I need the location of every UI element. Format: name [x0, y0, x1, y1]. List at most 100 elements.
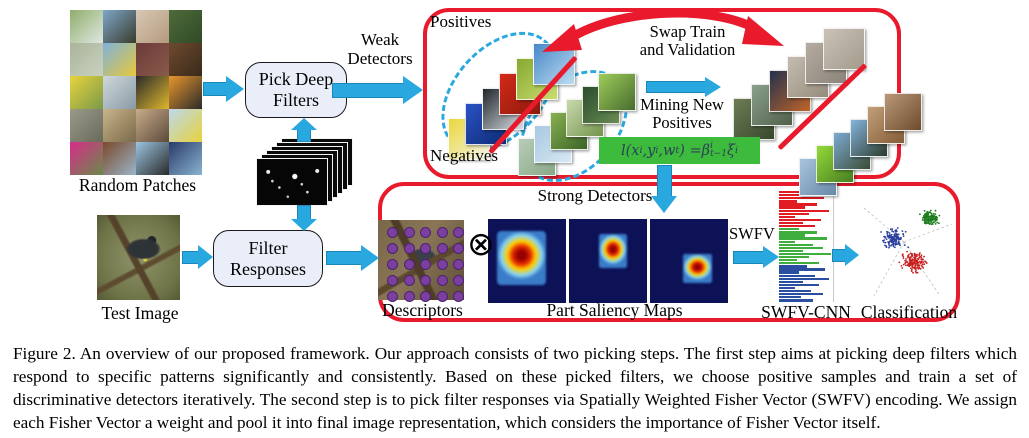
- blue-cluster-point: [888, 232, 891, 234]
- blue-cluster-point: [895, 241, 897, 244]
- red-cluster-point: [914, 255, 917, 258]
- filters-to-pick-arrow-icon: [291, 118, 317, 142]
- swfv-bar: [779, 212, 809, 215]
- elementwise-product-icon: ⊗: [467, 224, 495, 263]
- blue-cluster-point: [907, 246, 910, 249]
- test-image-label: Test Image: [101, 303, 179, 323]
- swfv-label: SWFV: [729, 224, 775, 243]
- descriptor-dot: [403, 227, 415, 238]
- descriptor-dot: [403, 243, 415, 254]
- blue-cluster-point: [897, 240, 900, 243]
- green-cluster-point: [929, 217, 932, 220]
- random-patches-label: Random Patches: [78, 175, 197, 195]
- red-cluster-point: [909, 263, 912, 265]
- swfv-bar: [779, 246, 823, 249]
- green-cluster-point: [921, 219, 924, 221]
- green-cluster-point: [934, 213, 937, 216]
- green-cluster-point: [924, 212, 927, 215]
- red-cluster-point: [902, 253, 904, 256]
- red-cluster-point: [919, 268, 922, 270]
- blue-cluster-point: [892, 245, 895, 248]
- blue-cluster-point: [899, 244, 901, 247]
- red-cluster-point: [915, 254, 917, 256]
- blue-cluster-point: [890, 244, 892, 247]
- random-patches-tile: [169, 109, 202, 142]
- green-cluster-point: [927, 213, 930, 216]
- green-cluster-point: [931, 216, 933, 219]
- red-cluster-point: [900, 265, 903, 267]
- red-cluster-point: [906, 264, 909, 267]
- random-patches-tile: [70, 142, 103, 175]
- red-cluster-point: [906, 250, 908, 253]
- swap-curved-arrow-icon: [542, 8, 784, 52]
- test-to-responses-arrow-icon: [182, 245, 213, 270]
- descriptor-dot: [453, 243, 464, 254]
- saliency-map-2: [569, 219, 647, 303]
- red-cluster-point: [911, 262, 913, 264]
- blue-cluster-point: [891, 236, 893, 238]
- swfv-bar: [779, 243, 813, 246]
- swfv-bar: [779, 240, 795, 243]
- swfv-bar: [779, 265, 807, 268]
- red-cluster-point: [910, 255, 913, 258]
- blue-cluster-point: [894, 246, 896, 249]
- random-patches-tile: [136, 10, 169, 43]
- red-cluster-point: [920, 256, 923, 259]
- random-patches-tile: [70, 76, 103, 109]
- red-cluster-point: [923, 255, 925, 258]
- blue-cluster-point: [888, 246, 890, 249]
- descriptor-dot: [420, 227, 431, 238]
- red-cluster-point: [922, 261, 925, 264]
- strong-detectors-label: Strong Detectors: [537, 186, 653, 205]
- blue-cluster-point: [889, 228, 892, 231]
- swfv-bar: [779, 203, 817, 206]
- blue-cluster-point: [884, 244, 886, 247]
- cluster-boundary-line: [863, 207, 905, 243]
- cluster-boundary-line: [873, 241, 905, 297]
- blue-cluster-point: [880, 231, 882, 233]
- red-cluster-point: [918, 266, 921, 269]
- red-cluster-point: [911, 258, 913, 261]
- descriptor-dot: [387, 259, 398, 270]
- blue-cluster-point: [887, 241, 889, 243]
- swfv-bar: [779, 283, 819, 287]
- blue-cluster-point: [904, 230, 907, 233]
- red-cluster-point: [920, 258, 922, 261]
- red-cluster-point: [917, 268, 920, 270]
- green-cluster-point: [933, 217, 936, 220]
- swfv-bar: [779, 206, 805, 209]
- blue-cluster-point: [885, 238, 888, 241]
- descriptor-dot: [436, 275, 448, 286]
- green-cluster-point: [925, 222, 928, 225]
- descriptor-dot: [387, 291, 398, 302]
- descriptor-dot: [387, 243, 398, 254]
- red-cluster-point: [917, 258, 920, 260]
- red-cluster-point: [915, 269, 917, 271]
- classification-scatter-plot: [863, 207, 953, 297]
- blue-cluster-point: [883, 241, 885, 244]
- red-cluster-point: [908, 265, 911, 268]
- blue-cluster-point: [890, 241, 893, 244]
- descriptor-dot: [403, 291, 415, 302]
- red-cluster-point: [914, 257, 917, 259]
- green-cluster-point: [938, 214, 941, 217]
- blue-cluster-point: [893, 242, 895, 245]
- swfv-bar: [779, 234, 805, 237]
- swfv-bar: [779, 296, 801, 299]
- red-cluster-point: [918, 264, 921, 267]
- mining-new-positives-label: Mining New Positives: [640, 95, 724, 133]
- heat-blob: [598, 234, 627, 268]
- green-cluster-point: [923, 209, 926, 212]
- red-cluster-point: [925, 261, 928, 264]
- detectors-to-encoding-arrow-icon: [651, 165, 677, 213]
- random-patches-tile: [70, 10, 103, 43]
- red-cluster-point: [919, 252, 921, 254]
- swfv-bar: [779, 225, 815, 228]
- swfv-bar: [779, 252, 831, 256]
- green-cluster-point: [938, 222, 940, 225]
- descriptor-dot: [436, 227, 448, 238]
- red-cluster-point: [912, 271, 914, 274]
- random-patches-tile: [169, 10, 202, 43]
- green-cluster-point: [930, 220, 932, 223]
- test-image: [97, 215, 180, 300]
